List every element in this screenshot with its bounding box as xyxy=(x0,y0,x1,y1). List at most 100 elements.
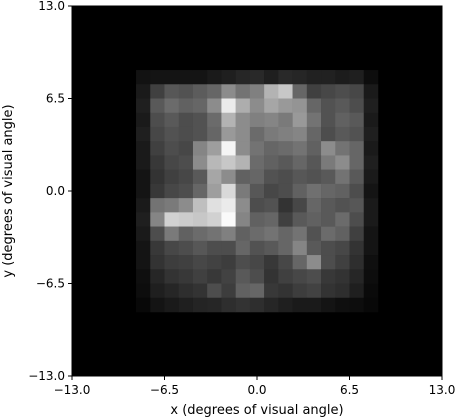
heatmap-cell xyxy=(136,141,151,156)
heatmap-cell xyxy=(235,297,251,313)
y-axis-label: y (degrees of visual angle) xyxy=(1,104,16,277)
heatmap-cell xyxy=(136,240,151,256)
heatmap-cell xyxy=(164,126,180,142)
heatmap-cell xyxy=(221,141,236,156)
heatmap-cell xyxy=(335,126,350,142)
heatmap-cell xyxy=(278,169,293,185)
heatmap-cell xyxy=(278,84,293,99)
heatmap-cell xyxy=(363,126,379,142)
heatmap-cell xyxy=(335,84,350,99)
heatmap-cell xyxy=(264,155,279,170)
heatmap-cell xyxy=(178,183,194,199)
heatmap-cell xyxy=(136,269,151,284)
heatmap-cell xyxy=(249,84,265,99)
heatmap-cell xyxy=(235,112,251,128)
heatmap-cell xyxy=(292,126,308,142)
heatmap-cell xyxy=(178,283,194,299)
heatmap-cell xyxy=(192,141,208,156)
heatmap-cell xyxy=(349,169,365,185)
heatmap-cell xyxy=(207,283,222,299)
heatmap-cell xyxy=(363,212,379,227)
heatmap-cell xyxy=(349,297,365,313)
heatmap-cell xyxy=(349,226,365,242)
heatmap-cell xyxy=(150,98,165,114)
heatmap-cell xyxy=(335,255,350,270)
heatmap-cell xyxy=(363,269,379,284)
heatmap-cell xyxy=(335,297,350,313)
heatmap-cell xyxy=(335,198,350,213)
heatmap-cell xyxy=(221,126,236,142)
heatmap-cell xyxy=(292,155,308,170)
heatmap-cell xyxy=(136,198,151,213)
heatmap-cell xyxy=(249,212,265,227)
y-tick-label: −13.0 xyxy=(28,369,65,383)
heatmap-cell xyxy=(335,70,350,85)
heatmap-cell xyxy=(221,255,236,270)
heatmap-cell xyxy=(335,212,350,227)
heatmap-cell xyxy=(278,155,293,170)
heatmap-cell xyxy=(207,141,222,156)
heatmap-cell xyxy=(335,98,350,114)
heatmap-cell xyxy=(335,226,350,242)
heatmap-cell xyxy=(363,84,379,99)
heatmap-cell xyxy=(178,212,194,227)
heatmap-cell xyxy=(207,169,222,185)
heatmap-cell xyxy=(278,98,293,114)
heatmap-cell xyxy=(349,126,365,142)
heatmap-cell xyxy=(264,126,279,142)
heatmap-cell xyxy=(321,240,336,256)
heatmap-cell xyxy=(221,198,236,213)
y-tick-label: 6.5 xyxy=(46,92,65,106)
heatmap-cell xyxy=(264,212,279,227)
heatmap-cell xyxy=(235,169,251,185)
heatmap-cell xyxy=(363,169,379,185)
heatmap-cell xyxy=(207,126,222,142)
heatmap-cell xyxy=(278,269,293,284)
heatmap-cell xyxy=(321,283,336,299)
heatmap-cell xyxy=(192,155,208,170)
heatmap-cell xyxy=(306,297,322,313)
heatmap-cell xyxy=(306,269,322,284)
heatmap-cell xyxy=(235,226,251,242)
heatmap-cell xyxy=(335,169,350,185)
heatmap-cell xyxy=(136,155,151,170)
heatmap-cell xyxy=(306,240,322,256)
heatmap-cell xyxy=(278,183,293,199)
heatmap-cell xyxy=(136,255,151,270)
heatmap-cell xyxy=(292,212,308,227)
heatmap-cell xyxy=(349,283,365,299)
heatmap-cell xyxy=(178,141,194,156)
heatmap-cell xyxy=(363,283,379,299)
heatmap-cell xyxy=(349,155,365,170)
heatmap-cell xyxy=(278,283,293,299)
heatmap-cell xyxy=(249,255,265,270)
heatmap-cell xyxy=(221,183,236,199)
heatmap-cell xyxy=(192,255,208,270)
heatmap-cell xyxy=(292,269,308,284)
heatmap-cell xyxy=(321,297,336,313)
heatmap-cell xyxy=(306,84,322,99)
heatmap-cell xyxy=(235,240,251,256)
heatmap-cell xyxy=(235,183,251,199)
heatmap-cell xyxy=(264,269,279,284)
heatmap-cell xyxy=(335,269,350,284)
heatmap-cell xyxy=(349,240,365,256)
heatmap-cell xyxy=(192,297,208,313)
heatmap-cell xyxy=(264,98,279,114)
heatmap-cell xyxy=(164,70,180,85)
heatmap-cell xyxy=(235,70,251,85)
heatmap-cell xyxy=(264,283,279,299)
heatmap-cell xyxy=(321,112,336,128)
heatmap-cell xyxy=(249,126,265,142)
heatmap-cell xyxy=(150,169,165,185)
heatmap-cell xyxy=(221,283,236,299)
heatmap-cell xyxy=(207,112,222,128)
y-tick-label: −6.5 xyxy=(36,277,65,291)
y-tick-label: 0.0 xyxy=(46,184,65,198)
heatmap-cell xyxy=(192,240,208,256)
heatmap-cell xyxy=(192,98,208,114)
heatmap-cell xyxy=(164,198,180,213)
heatmap-cell xyxy=(321,183,336,199)
heatmap-cell xyxy=(150,155,165,170)
